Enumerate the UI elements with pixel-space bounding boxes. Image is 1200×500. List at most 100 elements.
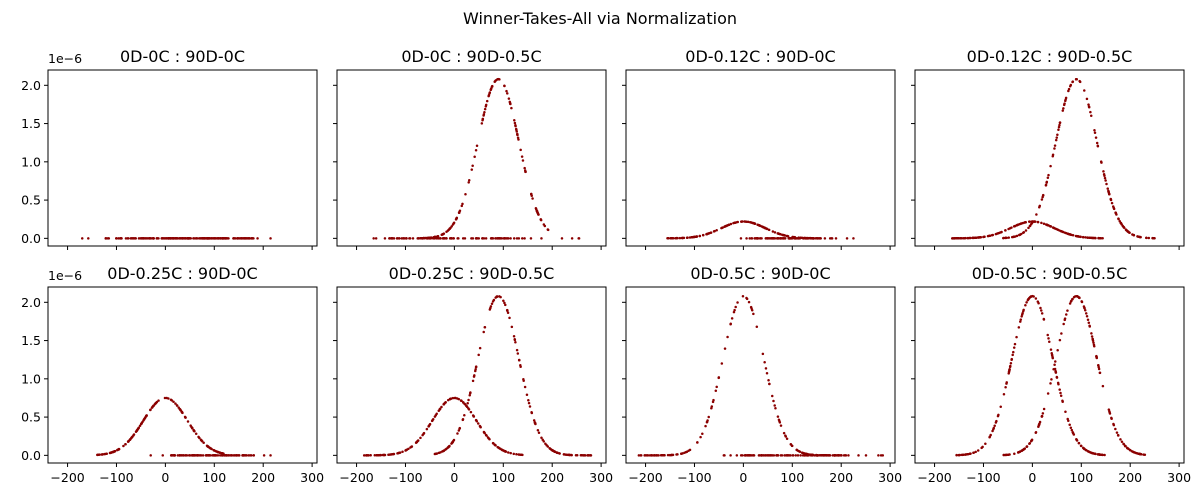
data-point [732,310,736,314]
data-point [752,454,755,457]
data-point [474,148,478,152]
data-point [796,454,800,457]
data-point [827,454,831,457]
data-point [766,227,769,231]
data-point [460,399,463,403]
data-point [822,454,825,457]
x-tick-label: 200 [540,470,564,485]
data-point [517,358,521,362]
data-point [1076,235,1080,238]
data-point [1040,312,1044,315]
data-point [1032,295,1035,298]
data-point [1038,204,1042,208]
data-point [537,431,541,434]
x-tick-label: 300 [878,470,902,485]
data-point [562,453,566,456]
data-point [1042,407,1046,411]
data-point [652,454,656,457]
data-point [1046,176,1050,180]
data-point [1090,332,1093,335]
axes-frame [914,69,1185,247]
data-point [764,454,767,457]
data-point [185,454,189,457]
data-point [1050,378,1053,381]
data-point [250,237,253,240]
data-point [188,454,191,457]
y-tick-label: 0.5 [21,410,41,425]
data-point [80,237,84,240]
data-point [1053,144,1057,147]
data-point [1053,147,1056,150]
data-point [201,454,205,457]
data-point [256,237,259,240]
data-point [444,401,447,404]
data-point [1108,411,1111,414]
data-point [445,230,448,234]
data-point [1089,110,1092,114]
y-tick-label: 1.0 [21,371,41,386]
data-point [223,454,227,457]
data-point [979,236,983,239]
data-point [483,110,486,114]
data-point [1093,131,1097,135]
x-tick-label: −200 [917,470,951,485]
data-point [408,237,412,240]
x-tick-label: 0 [739,470,747,485]
data-point [508,316,511,320]
subplot-1: 0D-0C : 90D-0C 0.0 0.5 1.0 1.5 2.0 1e−6 [21,47,318,250]
data-point [512,237,516,240]
data-point [467,181,470,184]
data-point [705,420,709,424]
data-point [1040,221,1043,225]
data-point [542,440,545,443]
data-point [774,407,777,410]
data-point [1056,381,1060,385]
data-point [650,454,654,457]
data-point [1040,309,1043,312]
data-point [1115,431,1119,434]
axes-frame [47,286,318,464]
data-point [524,170,527,173]
data-point [490,85,494,88]
data-point [411,237,415,240]
data-point [362,454,366,457]
data-point [519,365,522,369]
data-point [152,404,155,407]
data-point [482,430,486,434]
data-point [782,237,785,240]
data-point [1070,428,1074,432]
data-point [519,148,522,152]
data-point [374,237,378,240]
data-point [167,237,170,240]
data-point [991,429,994,433]
data-point [776,415,780,418]
data-point [216,454,220,457]
data-point [512,452,515,456]
data-point [512,335,516,338]
data-point [174,402,177,405]
data-point [1079,444,1083,447]
subplot-8: 0D-0.5C : 90D-0.5C −200 −100 0 100 200 300 [911,264,1191,485]
data-point [456,432,459,435]
data-point [1059,394,1063,397]
data-point [575,454,579,457]
data-point [214,454,218,457]
data-point [139,422,143,426]
y-tick-label: 1.5 [21,333,41,348]
data-point [377,453,380,457]
scatter-points [80,237,272,240]
data-point [763,360,766,364]
subplot-3: 0D-0.12C : 90D-0C [622,47,896,250]
data-point [467,408,471,411]
data-point [1079,235,1082,239]
data-point [1044,184,1048,187]
data-point [999,405,1002,408]
data-point [490,302,494,305]
data-point [104,237,108,240]
data-point [475,419,479,423]
data-point [103,452,107,456]
data-point [457,237,460,240]
data-point [1112,206,1115,209]
data-point [1056,349,1059,352]
data-point [206,445,210,448]
